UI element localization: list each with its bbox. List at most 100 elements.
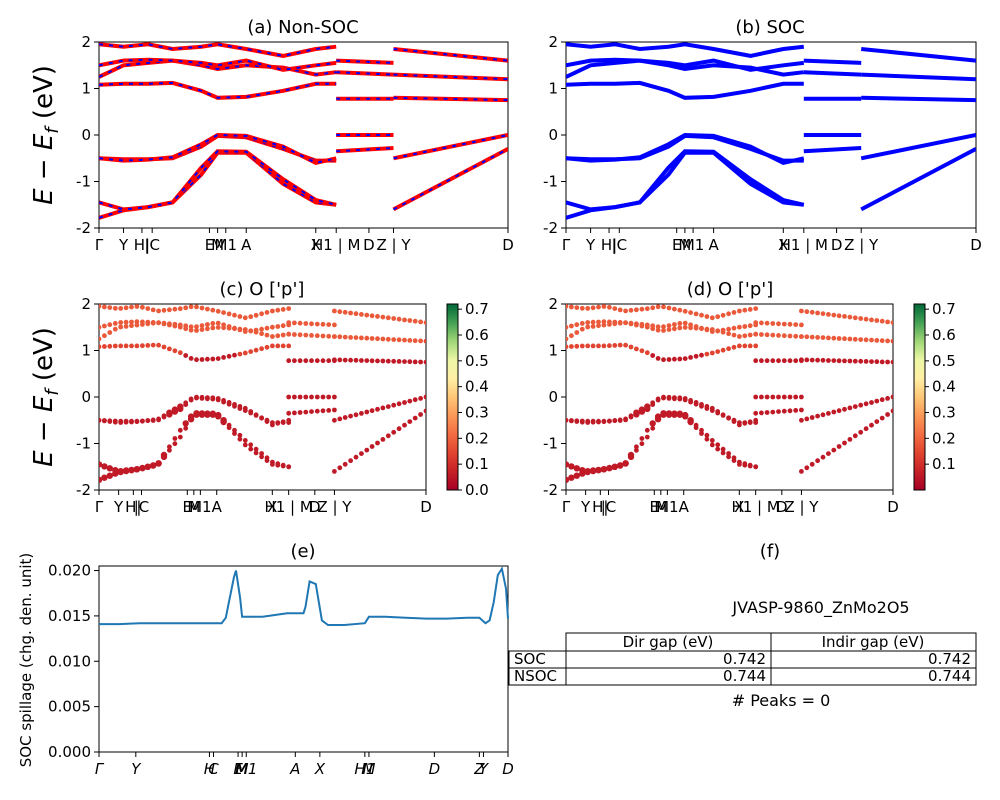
projection-point [210, 356, 216, 362]
projection-point [375, 440, 380, 446]
projection-point [737, 459, 742, 465]
projection-point [292, 410, 297, 416]
projection-point [215, 320, 221, 326]
projection-point [232, 325, 237, 331]
projection-point [666, 305, 672, 311]
projection-point [569, 344, 574, 349]
projection-point [852, 433, 858, 439]
projection-point [612, 418, 618, 423]
projection-point [161, 320, 167, 326]
projection-point [237, 404, 243, 409]
projection-point [566, 417, 569, 423]
projection-point [286, 343, 292, 349]
panel-d-kpoint-label: M [654, 498, 667, 516]
projection-point [348, 335, 353, 340]
projection-point [99, 336, 102, 342]
projection-point [737, 422, 742, 428]
projection-point [890, 320, 893, 325]
projection-point [364, 409, 370, 415]
projection-point [781, 358, 787, 364]
projection-point [172, 441, 178, 447]
colorbar-tick-label: 0.4 [465, 378, 489, 396]
projection-point [326, 322, 332, 327]
projection-point [650, 425, 656, 431]
projection-point [704, 351, 710, 357]
projection-point [188, 356, 194, 361]
panel-b-ytick-label: 1 [548, 80, 558, 98]
projection-point [809, 461, 815, 467]
projection-point [826, 335, 831, 341]
projection-point [221, 322, 227, 328]
band-line [336, 58, 394, 65]
panel-d-kpoint-label: |C [601, 498, 617, 516]
projection-point [781, 321, 787, 327]
projection-point [102, 418, 107, 424]
projection-point [253, 312, 259, 318]
projection-point [885, 412, 890, 417]
projection-point [688, 355, 693, 360]
table-row-nsoc-indir-cell [770, 667, 977, 686]
projection-point [601, 343, 607, 349]
colorbar-tick-label: 0.4 [932, 378, 956, 396]
projection-point [248, 409, 254, 414]
projection-point [188, 327, 194, 333]
panel-e-title: (e) [290, 541, 315, 562]
panel-a-title: (a) Non-SOC [247, 17, 358, 38]
projection-point [836, 358, 842, 364]
projection-point [687, 417, 694, 424]
projection-point [776, 321, 781, 327]
projection-point [407, 338, 413, 343]
projection-point [150, 342, 156, 348]
projection-point [753, 417, 759, 423]
projection-point [831, 447, 837, 453]
projection-point [737, 308, 742, 314]
projection-point [259, 454, 264, 460]
panel-b-ytick-label: -2 [543, 219, 558, 237]
table-row-nsoc-label: NSOC [514, 667, 557, 685]
projection-point [237, 432, 243, 438]
projection-point [353, 357, 359, 363]
projection-point [677, 325, 683, 331]
projection-point [655, 396, 661, 402]
panel-b-ytick-label: 0 [548, 126, 558, 144]
panel-e-kpoint-label: Y [479, 760, 490, 778]
panel-c-title: (c) O ['p'] [220, 279, 305, 300]
projection-point [215, 411, 222, 419]
panel-d-kpoint-label: X [734, 498, 744, 516]
projection-point [644, 350, 650, 356]
projection-point [720, 446, 726, 452]
projection-point [869, 359, 874, 364]
projection-point [699, 427, 704, 433]
projection-point [815, 357, 820, 363]
projection-point [391, 358, 397, 364]
projection-point [215, 356, 221, 361]
projection-point [590, 305, 596, 311]
projection-point [726, 451, 731, 456]
projection-point [423, 338, 426, 344]
projection-point [566, 344, 569, 350]
projection-point [418, 412, 423, 417]
panel-d-kpoint-label: H1 | M [731, 498, 779, 516]
projection-point [123, 324, 129, 329]
projection-point [704, 314, 710, 319]
panel-b-kpoint-label: M1 [682, 236, 705, 254]
projection-point [385, 433, 391, 439]
projection-point [314, 321, 320, 327]
projection-point [199, 327, 205, 332]
projection-point [804, 357, 810, 363]
projection-point [726, 346, 731, 352]
projection-point [407, 398, 413, 404]
projection-point [574, 305, 580, 310]
projection-point [628, 344, 634, 350]
projection-point [204, 410, 211, 417]
projection-point [847, 336, 853, 342]
projection-point [742, 461, 748, 467]
projection-point [628, 307, 634, 313]
projection-point [359, 411, 364, 416]
projection-point [369, 358, 375, 364]
projection-point [226, 353, 232, 359]
projection-point [831, 409, 837, 415]
panel-b-kpoint-label: A [708, 236, 719, 254]
panel-a-ytick-label: 0 [81, 126, 91, 144]
panel-e-kpoint-label: C [208, 760, 219, 778]
